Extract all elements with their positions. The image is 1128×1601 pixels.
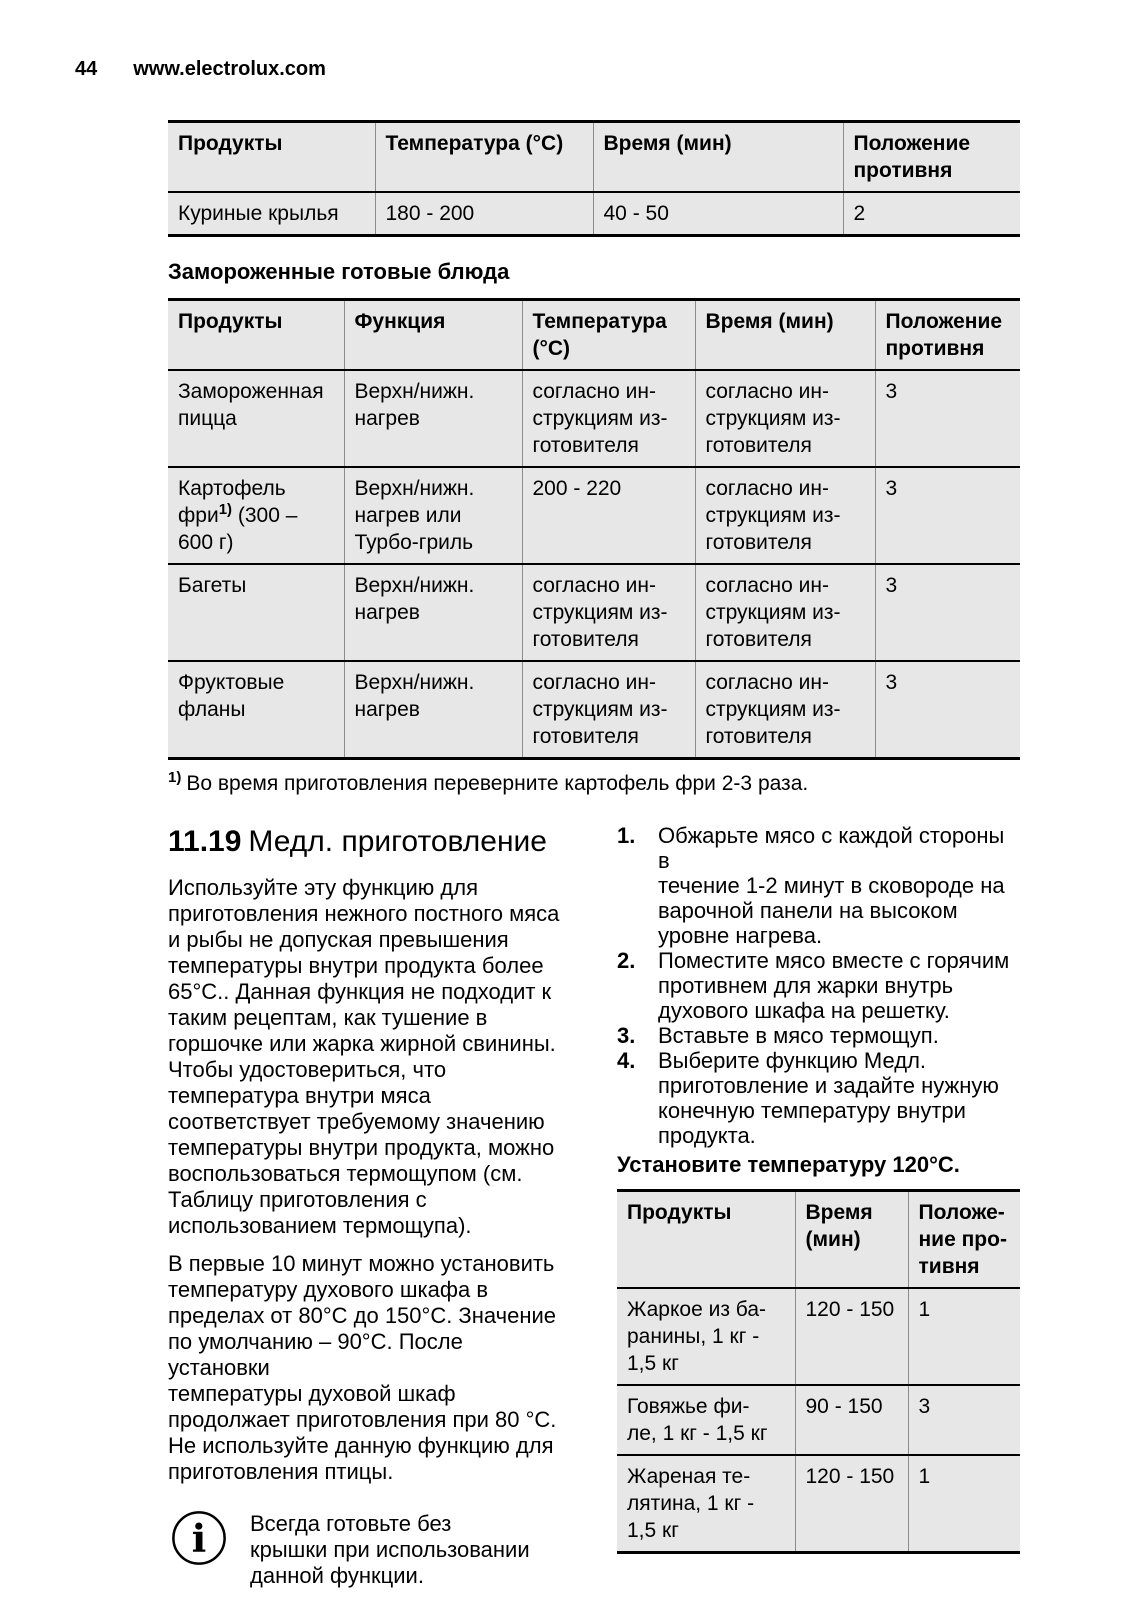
info-icon: i	[170, 1509, 228, 1567]
position-cell: 3	[874, 466, 1020, 564]
section-title: Медл. приготовление	[248, 825, 547, 858]
column-header-function: Функция	[343, 299, 522, 371]
product-cell: Фруктовые фланы	[168, 660, 344, 759]
right-column: 1. Обжарьте мясо с каждой стороны в тече…	[617, 823, 1020, 1589]
step-number: 3.	[617, 1023, 636, 1048]
table-header-row: Продукты Время (мин) Положе- ние про- ти…	[617, 1190, 1020, 1289]
website-label: www.electrolux.com	[133, 58, 326, 80]
product-text: (300 – 600 г)	[178, 504, 298, 554]
table-row: Куриные крылья 180 - 200 40 - 50 2	[168, 191, 1020, 236]
product-text: Картофель фри	[178, 477, 286, 527]
section-heading: 11.19 Медл. приготовление	[168, 823, 568, 861]
column-header-product: Продукты	[168, 121, 375, 193]
table-footnote: 1) Во время приготовления переверните кар…	[168, 769, 1020, 797]
paragraph-function-description: Используйте эту функцию для приготовлени…	[168, 875, 560, 1238]
steps-list: 1. Обжарьте мясо с каждой стороны в тече…	[617, 823, 1020, 1148]
temperature-cell: согласно ин- струкциям из- готовителя	[521, 563, 695, 661]
position-cell: 1	[907, 1454, 1020, 1553]
product-cell: Замороженная пицца	[168, 369, 344, 467]
step-item: 2. Поместите мясо вместе с горячим проти…	[617, 948, 1020, 1023]
table-row-veal: Жареная те- лятина, 1 кг - 1,5 кг 120 - …	[617, 1454, 1020, 1553]
time-cell: 120 - 150	[794, 1454, 908, 1553]
column-header-time: Время (мин)	[694, 299, 875, 371]
product-cell: Жаркое из ба- ранины, 1 кг - 1,5 кг	[617, 1287, 795, 1385]
step-text: Выберите функцию Медл. приготовление и з…	[658, 1048, 999, 1148]
position-cell: 2	[842, 191, 1020, 236]
left-column: 11.19 Медл. приготовление Используйте эту…	[168, 823, 568, 1589]
step-number: 1.	[617, 823, 636, 848]
table-row-pizza: Замороженная пицца Верхн/нижн. нагрев со…	[168, 369, 1020, 467]
column-header-product: Продукты	[617, 1190, 795, 1289]
footnote-text: Во время приготовления переверните карто…	[186, 772, 809, 795]
table-row-beef: Говяжье фи- ле, 1 кг - 1,5 кг 90 - 150 3	[617, 1384, 1020, 1455]
temperature-cell: согласно ин- струкциям из- готовителя	[521, 660, 695, 759]
table-row-fries: Картофель фри1) (300 – 600 г) Верхн/нижн…	[168, 466, 1020, 564]
column-header-time: Время (мин)	[592, 121, 843, 193]
step-item: 1. Обжарьте мясо с каждой стороны в тече…	[617, 823, 1020, 948]
time-cell: 120 - 150	[794, 1287, 908, 1385]
column-header-position: Положение противня	[874, 299, 1020, 371]
column-header-position: Положе- ние про- тивня	[907, 1190, 1020, 1289]
column-header-product: Продукты	[168, 299, 344, 371]
set-temperature-note: Установите температуру 120°C.	[617, 1152, 960, 1177]
step-text: Вставьте в мясо термощуп.	[658, 1023, 939, 1048]
column-header-position: Положение противня	[842, 121, 1020, 193]
page-number: 44	[75, 58, 98, 80]
column-header-temperature: Температура (°C)	[374, 121, 593, 193]
time-cell: согласно ин- струкциям из- готовителя	[694, 563, 875, 661]
page-header: 44 www.electrolux.com	[75, 58, 326, 81]
function-cell: Верхн/нижн. нагрев	[343, 369, 522, 467]
function-cell: Верхн/нижн. нагрев	[343, 660, 522, 759]
time-cell: 90 - 150	[794, 1384, 908, 1455]
product-cell: Жареная те- лятина, 1 кг - 1,5 кг	[617, 1454, 795, 1553]
step-item: 4. Выберите функцию Медл. приготовление …	[617, 1048, 1020, 1148]
table-header-row: Продукты Функция Температура (°C) Время …	[168, 299, 1020, 371]
product-cell: Говяжье фи- ле, 1 кг - 1,5 кг	[617, 1384, 795, 1455]
svg-text:i: i	[192, 1517, 207, 1562]
step-text: Обжарьте мясо с каждой стороны в течение…	[658, 823, 1005, 948]
temperature-cell: согласно ин- струкциям из- готовителя	[521, 369, 695, 467]
table-row-baguettes: Багеты Верхн/нижн. нагрев согласно ин- с…	[168, 563, 1020, 661]
position-cell: 3	[874, 369, 1020, 467]
section-number: 11.19	[168, 825, 242, 858]
time-cell: согласно ин- струкциям из- готовителя	[694, 466, 875, 564]
paragraph-temperature-range: В первые 10 минут можно установить темпе…	[168, 1251, 557, 1484]
position-cell: 3	[874, 660, 1020, 759]
temperature-cell: 200 - 220	[521, 466, 695, 564]
time-cell: 40 - 50	[592, 191, 843, 236]
info-note-text: Всегда готовьте без крышки при использов…	[250, 1511, 530, 1588]
page-content: Продукты Температура (°C) Время (мин) По…	[168, 120, 1020, 1589]
table-row-fruit-flans: Фруктовые фланы Верхн/нижн. нагрев согла…	[168, 660, 1020, 759]
table-row-lamb: Жаркое из ба- ранины, 1 кг - 1,5 кг 120 …	[617, 1287, 1020, 1385]
step-number: 2.	[617, 948, 636, 973]
product-cell: Картофель фри1) (300 – 600 г)	[168, 466, 344, 564]
position-cell: 3	[874, 563, 1020, 661]
product-cell: Куриные крылья	[168, 191, 375, 236]
time-cell: согласно ин- струкциям из- готовителя	[694, 369, 875, 467]
function-cell: Верхн/нижн. нагрев	[343, 563, 522, 661]
position-cell: 1	[907, 1287, 1020, 1385]
column-header-temperature: Температура (°C)	[521, 299, 695, 371]
chicken-wings-table: Продукты Температура (°C) Время (мин) По…	[168, 120, 1020, 237]
footnote-reference: 1)	[218, 501, 233, 518]
step-number: 4.	[617, 1048, 636, 1073]
function-cell: Верхн/нижн. нагрев или Турбо-гриль	[343, 466, 522, 564]
column-header-time: Время (мин)	[794, 1190, 908, 1289]
time-cell: согласно ин- струкциям из- готовителя	[694, 660, 875, 759]
slow-cooking-table: Продукты Время (мин) Положе- ние про- ти…	[617, 1189, 1020, 1554]
frozen-meals-table: Продукты Функция Температура (°C) Время …	[168, 298, 1020, 760]
temperature-cell: 180 - 200	[374, 191, 593, 236]
position-cell: 3	[907, 1384, 1020, 1455]
product-cell: Багеты	[168, 563, 344, 661]
info-note: i Всегда готовьте без крышки при использ…	[168, 1509, 568, 1589]
table-header-row: Продукты Температура (°C) Время (мин) По…	[168, 121, 1020, 193]
frozen-meals-heading: Замороженные готовые блюда	[168, 259, 510, 284]
step-item: 3. Вставьте в мясо термощуп.	[617, 1023, 1020, 1048]
two-column-section: 11.19 Медл. приготовление Используйте эту…	[168, 823, 1020, 1589]
footnote-marker: 1)	[168, 769, 182, 786]
step-text: Поместите мясо вместе с горячим противне…	[658, 948, 1010, 1023]
